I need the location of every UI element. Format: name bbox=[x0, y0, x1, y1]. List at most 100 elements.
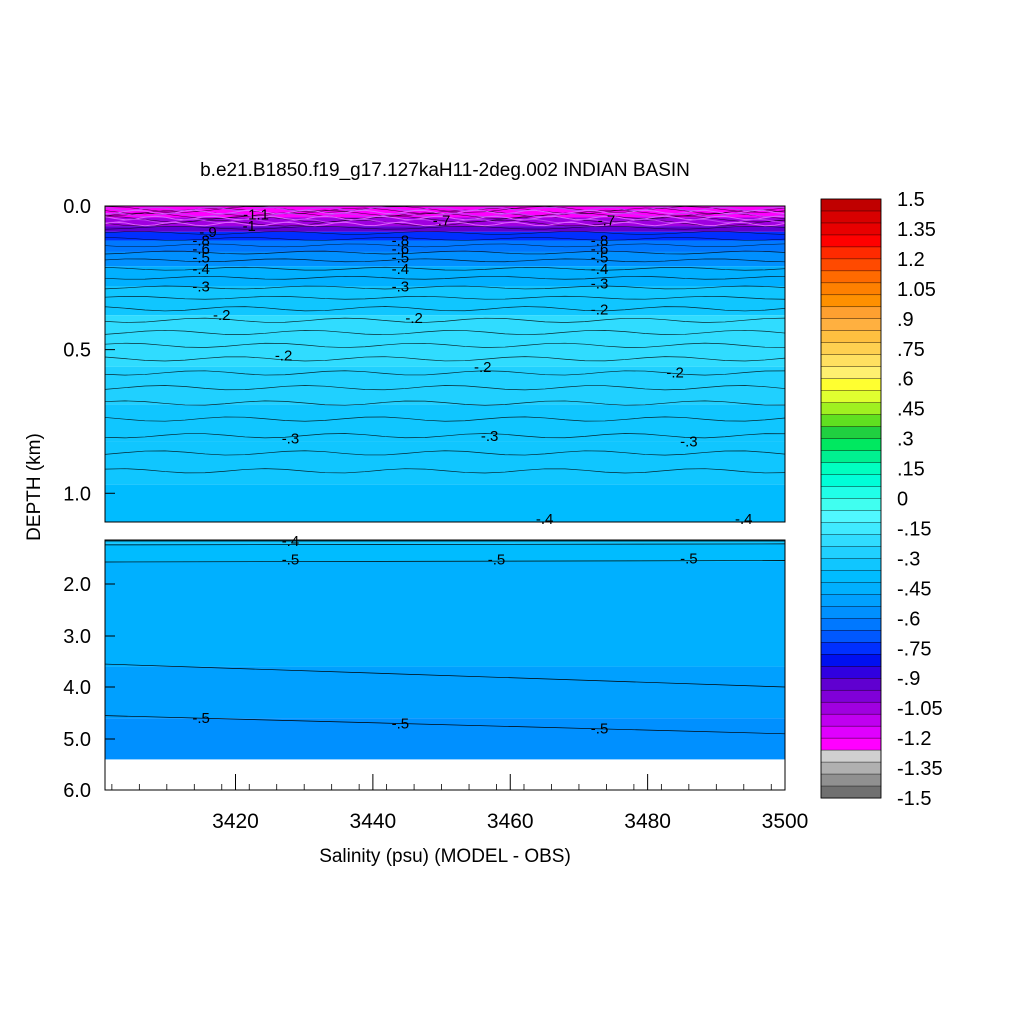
colorbar-swatch bbox=[820, 713, 882, 727]
surface-contour bbox=[105, 221, 785, 227]
contour-line bbox=[105, 370, 785, 376]
colorbar-swatch bbox=[820, 785, 882, 799]
lower-y-axis: 2.0 3.0 4.0 5.0 6.0 bbox=[63, 574, 115, 802]
contour-label: -.4 bbox=[192, 261, 210, 278]
colorbar-swatch bbox=[820, 402, 882, 416]
colorbar-swatch bbox=[820, 725, 882, 739]
upper-panel-frame bbox=[104, 205, 786, 523]
contour-line bbox=[105, 317, 785, 323]
depth-band bbox=[105, 315, 785, 367]
colorbar-swatch bbox=[820, 450, 882, 464]
contour-label: -.2 bbox=[275, 347, 293, 364]
colorbar-swatch bbox=[820, 666, 882, 679]
colorbar-swatch bbox=[820, 761, 882, 775]
colorbar-swatch bbox=[820, 618, 882, 631]
x-axis-label: Salinity (psu) (MODEL - OBS) bbox=[319, 846, 571, 867]
colorbar-label: -1.2 bbox=[897, 728, 931, 750]
contour-label: -.6 bbox=[192, 241, 210, 258]
contour-label: -.9 bbox=[199, 224, 217, 241]
contour-label: -.5 bbox=[192, 710, 210, 727]
contour-label: -.6 bbox=[591, 241, 609, 258]
colorbar-swatch bbox=[820, 510, 882, 523]
colorbar-label: .9 bbox=[897, 309, 914, 331]
contour-label: -.8 bbox=[192, 232, 210, 249]
colorbar-swatch bbox=[820, 198, 882, 212]
depth-band bbox=[105, 484, 785, 522]
contour-label: -.5 bbox=[591, 250, 609, 267]
upper-panel-contours bbox=[105, 206, 785, 474]
colorbar-label: -.75 bbox=[897, 638, 931, 660]
depth-band bbox=[105, 217, 785, 227]
contour-line bbox=[105, 266, 785, 271]
lower-panel-fill bbox=[105, 540, 785, 760]
y-tick-label: 0.0 bbox=[63, 196, 91, 218]
contour-line bbox=[105, 342, 785, 348]
contour-label: -1.1 bbox=[243, 207, 269, 224]
contour-line bbox=[105, 212, 785, 219]
contour-label: -.7 bbox=[598, 212, 616, 229]
colorbar-swatch bbox=[820, 366, 882, 380]
colorbar-swatch bbox=[820, 570, 882, 583]
colorbar-swatch bbox=[820, 390, 882, 404]
contour-label: -.4 bbox=[282, 533, 300, 550]
contour-line bbox=[105, 468, 785, 474]
colorbar-label: -.9 bbox=[897, 668, 920, 690]
contour-label: -.4 bbox=[536, 511, 554, 528]
colorbar-swatch bbox=[820, 582, 882, 595]
y-tick-label: 0.5 bbox=[63, 340, 91, 362]
colorbar-swatch bbox=[820, 414, 882, 428]
colorbar-swatch bbox=[820, 737, 882, 751]
x-tick-label: 3480 bbox=[624, 810, 671, 833]
contour-line bbox=[105, 450, 785, 456]
colorbar-swatch bbox=[820, 594, 882, 607]
colorbar-swatch bbox=[820, 522, 882, 535]
colorbar-label: -1.05 bbox=[897, 698, 943, 720]
upper-panel-contour-labels: -1.1-1-.9-.7 -.7-.8 -.8 -.8-.6 -.6 -.6-.5 -.5-… bbox=[192, 207, 752, 529]
contour-label: -.8 bbox=[392, 232, 410, 249]
contour-line bbox=[105, 400, 785, 406]
contour-label: -1 bbox=[243, 218, 256, 235]
colorbar: 1.5 1.35 1.2 1.05 .9 .75 .6 .45 .3 .15 0 -.15 -.3 -.4… bbox=[820, 189, 943, 810]
contour-line bbox=[105, 433, 785, 439]
colorbar-swatch bbox=[820, 438, 882, 452]
colorbar-swatch bbox=[820, 486, 882, 499]
y-tick-label: 1.0 bbox=[63, 483, 91, 505]
depth-band bbox=[105, 562, 785, 667]
colorbar-swatch bbox=[820, 330, 882, 344]
colorbar-swatch bbox=[820, 282, 882, 296]
contour-line bbox=[105, 329, 785, 336]
contour-label: -.3 bbox=[192, 278, 210, 295]
depth-band bbox=[105, 540, 785, 544]
lower-panel-contour-labels: -.4 -.5 -.5 -.5 -.5 -.5 -.5 bbox=[192, 533, 697, 738]
y-tick-label: 5.0 bbox=[63, 729, 91, 751]
contour-label: -.6 bbox=[392, 241, 410, 258]
contour-label: -.3 bbox=[481, 428, 499, 445]
colorbar-swatch bbox=[820, 749, 882, 763]
colorbar-label: .3 bbox=[897, 429, 914, 451]
colorbar-swatch bbox=[820, 210, 882, 224]
colorbar-swatch bbox=[820, 689, 882, 703]
colorbar-swatch bbox=[820, 498, 882, 511]
colorbar-label: -.15 bbox=[897, 518, 931, 540]
y-axis-label: DEPTH (km) bbox=[24, 433, 45, 541]
colorbar-label: -.6 bbox=[897, 608, 920, 630]
contour-line bbox=[105, 275, 785, 280]
lower-panel-contours bbox=[105, 540, 785, 735]
contour-label: -.5 bbox=[680, 551, 698, 568]
contour-line bbox=[105, 225, 785, 230]
lower-panel-frame bbox=[104, 539, 786, 791]
colorbar-label: -1.5 bbox=[897, 788, 931, 810]
x-tick-label: 3460 bbox=[487, 810, 534, 833]
contour-line bbox=[105, 306, 785, 312]
contour-line bbox=[105, 250, 785, 255]
contour-line bbox=[105, 243, 785, 248]
contour-label: -.7 bbox=[433, 212, 451, 229]
colorbar-swatch bbox=[820, 546, 882, 559]
colorbar-swatch bbox=[820, 426, 882, 440]
colorbar-swatch bbox=[820, 474, 882, 488]
colorbar-swatch bbox=[820, 234, 882, 248]
contour-label: -.8 bbox=[591, 232, 609, 249]
colorbar-frame bbox=[820, 198, 882, 799]
contour-line bbox=[105, 285, 785, 290]
